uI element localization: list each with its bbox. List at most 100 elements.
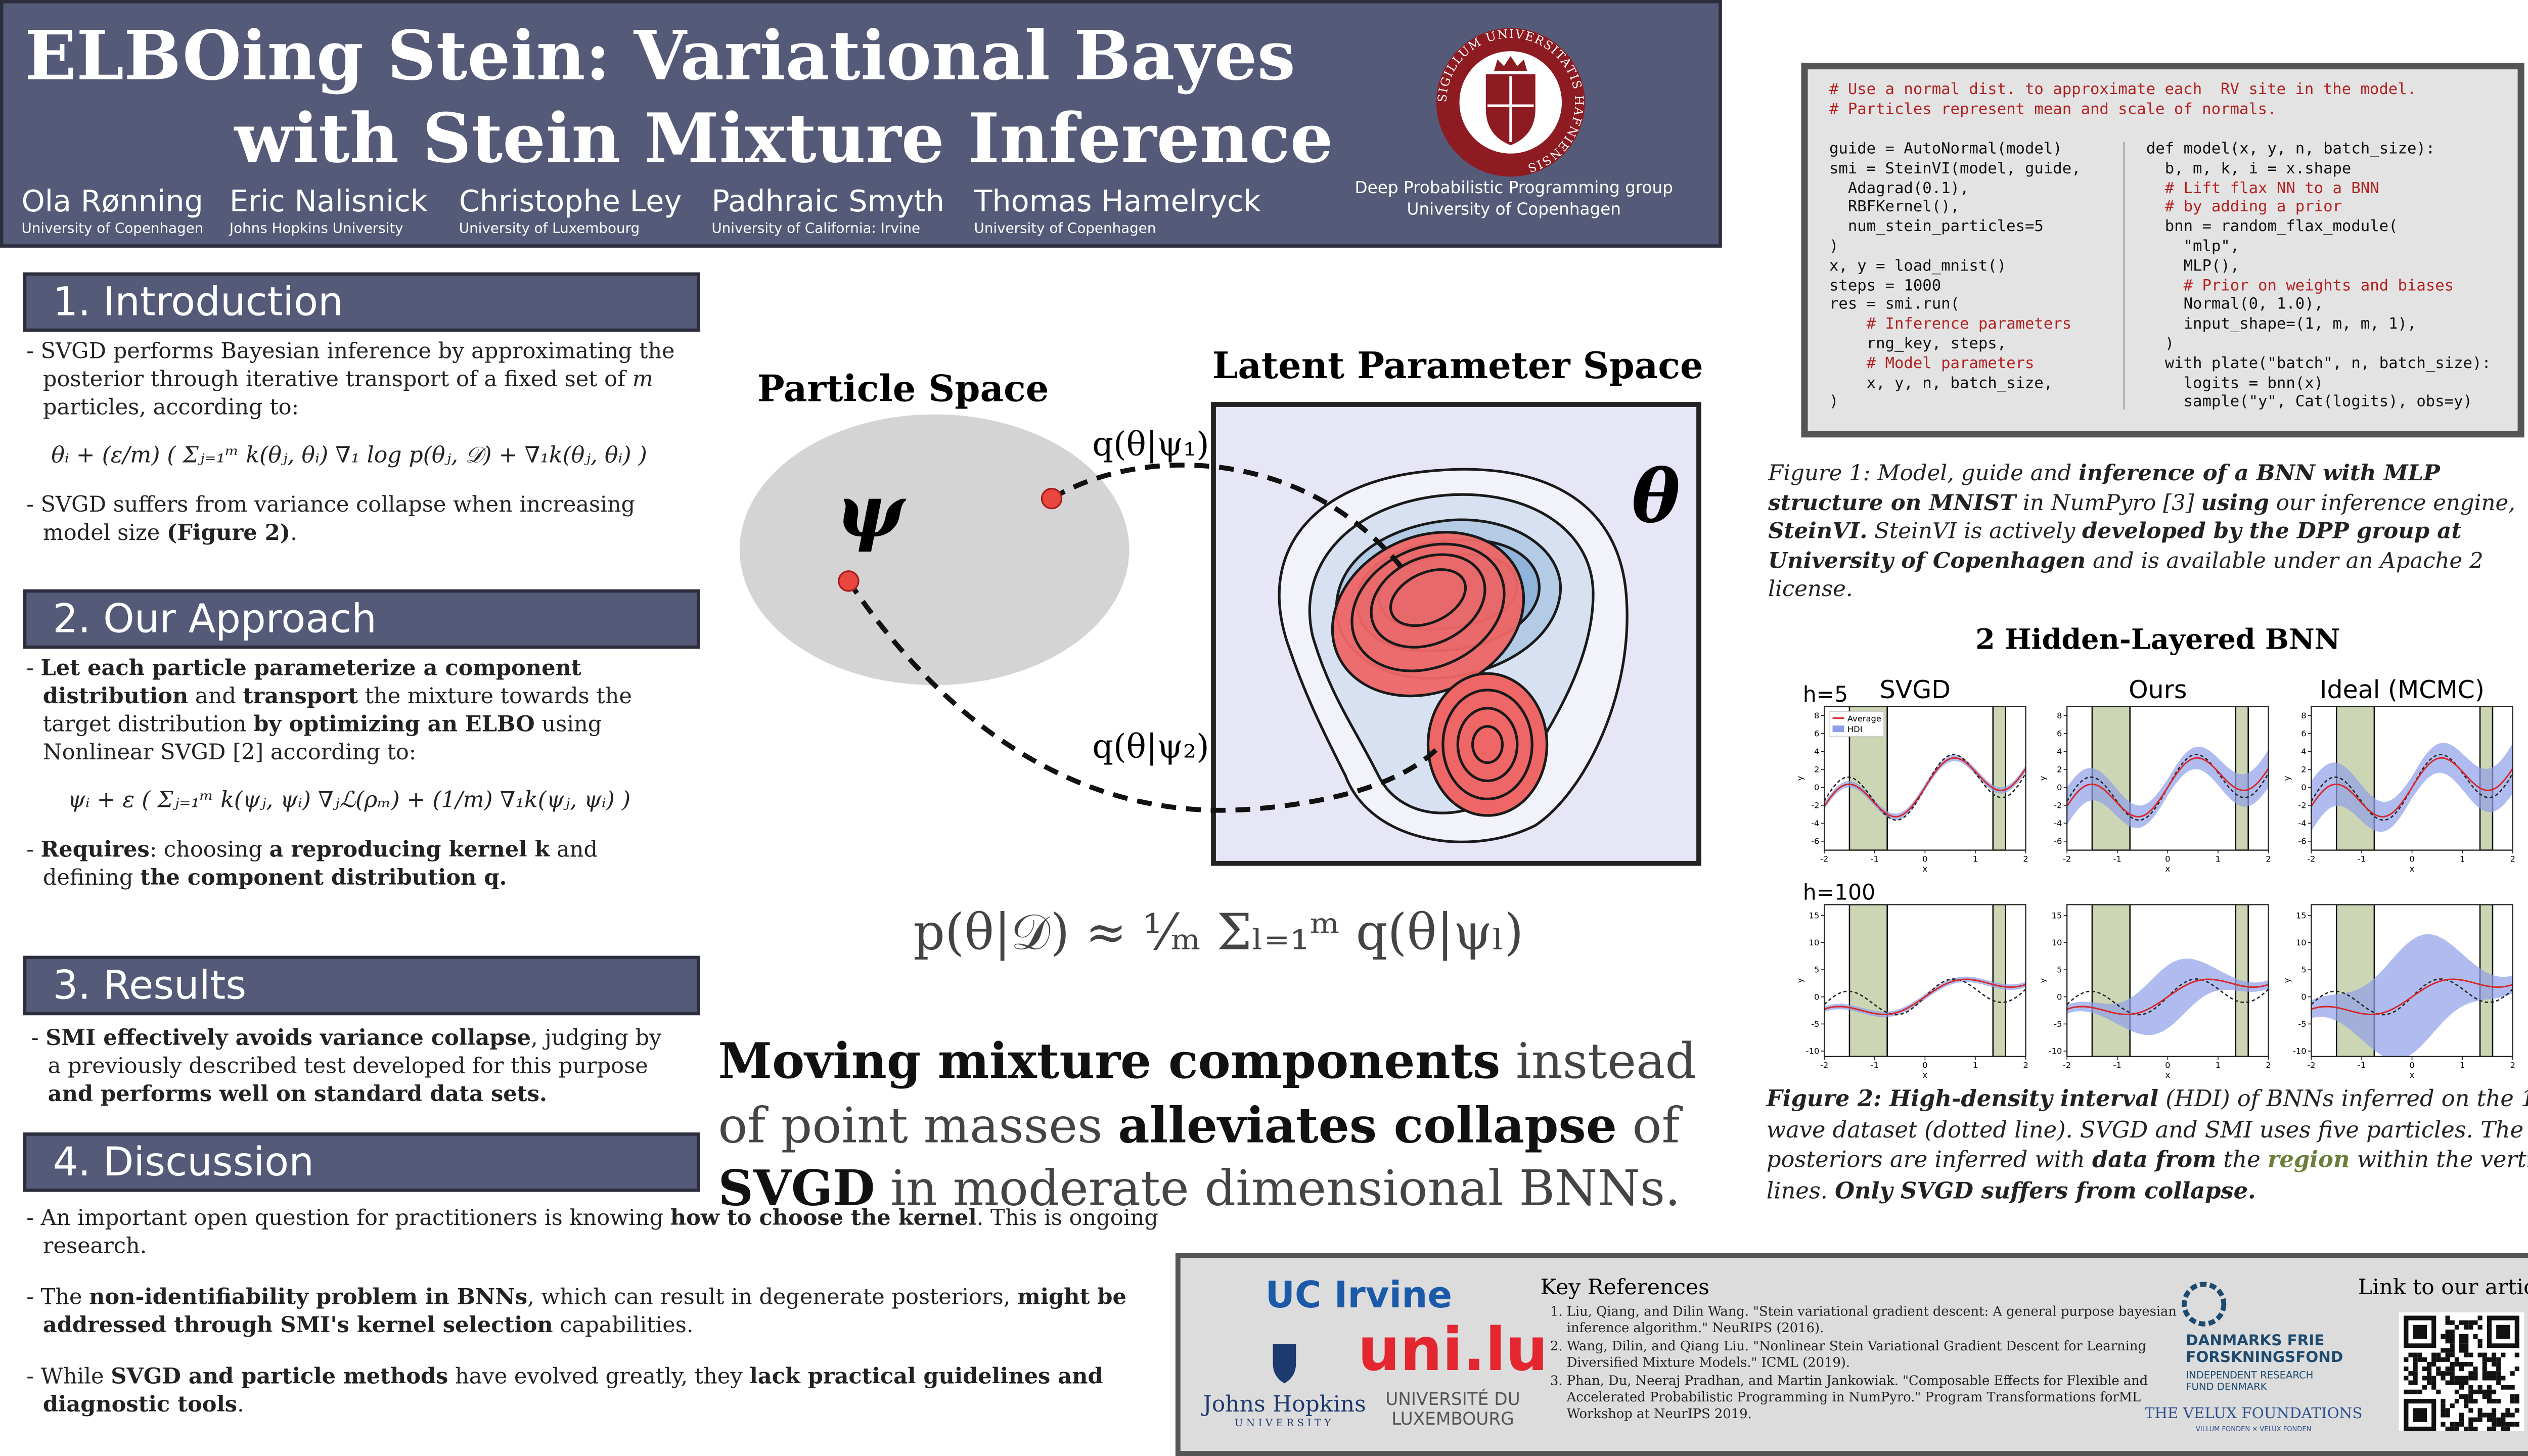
qr-cell: [2473, 1334, 2478, 1339]
y-tick-label: -4: [2298, 818, 2306, 828]
qr-cell: [2487, 1389, 2492, 1394]
text-run: within the vertical lines.: [1766, 1147, 2528, 1205]
code-line: guide = AutoNormal(model): [1829, 140, 2062, 159]
qr-cell: [2491, 1376, 2497, 1381]
y-axis-label: y: [2038, 776, 2048, 781]
text-run: of: [1617, 1097, 1680, 1153]
x-axis-label: x: [2165, 1070, 2171, 1080]
red-component: [1426, 672, 1549, 817]
bold-text: Moving mixture components: [718, 1031, 1501, 1090]
x-tick-label: -2: [2307, 854, 2315, 863]
qr-cell: [2417, 1389, 2422, 1394]
jhu-shield: [1273, 1343, 1296, 1384]
data-region: [1848, 904, 1888, 1057]
y-tick-label: 8: [2301, 711, 2306, 720]
plot-area: [1824, 706, 2026, 850]
qr-cell: [2487, 1371, 2492, 1376]
x-tick-label: 0: [2165, 1061, 2170, 1070]
qr-cell: [2417, 1357, 2422, 1362]
qr-cell: [2431, 1352, 2436, 1357]
code-line: steps = 1000: [1829, 277, 1942, 295]
qr-cell: [2450, 1320, 2455, 1325]
x-tick-label: 0: [1922, 854, 1927, 863]
row-label: h=100: [1803, 881, 1875, 905]
bold-text: Let each particle parameterize a compone…: [40, 657, 581, 710]
x-tick-label: 1: [2216, 1061, 2221, 1070]
qr-cell: [2464, 1343, 2469, 1348]
qr-cell: [2510, 1399, 2515, 1404]
code-box: # Use a normal dist. to approximate each…: [1801, 63, 2524, 438]
average-curve: [2067, 757, 2269, 817]
y-axis-label: y: [1795, 776, 1805, 781]
qr-cell: [2477, 1315, 2482, 1321]
hdi-band: [2311, 934, 2513, 1057]
average-curve: [1824, 978, 2026, 1015]
qr-cell: [2501, 1376, 2506, 1381]
y-tick-label: 15: [1809, 911, 1820, 920]
author-affiliation: University of California: Irvine: [711, 221, 921, 238]
qr-cell: [2459, 1339, 2464, 1344]
qr-cell: [2445, 1329, 2450, 1335]
qr-cell: [2491, 1422, 2497, 1427]
text-run: and is available under an Apache 2 licen…: [1768, 549, 2484, 604]
section-body: - Let each particle parameterize a compo…: [23, 655, 675, 893]
author-name: Christophe Ley: [459, 185, 682, 220]
red-component: [1471, 725, 1504, 764]
qr-cell: [2436, 1367, 2441, 1372]
qr-cell: [2445, 1320, 2450, 1325]
references: Liu, Qiang, and Dilin Wang. "Stein varia…: [1544, 1304, 2178, 1425]
text-run: using Nonlinear SVGD [2] according to:: [42, 713, 602, 766]
y-tick-label: 15: [2052, 911, 2062, 920]
qr-cell: [2473, 1371, 2478, 1376]
qr-cell: [2404, 1389, 2409, 1394]
bold-text: data from: [2092, 1147, 2217, 1174]
qr-finder-core: [2413, 1408, 2427, 1422]
bold-text: Figure 2: High-density interval: [1766, 1086, 2159, 1113]
qr-cell: [2468, 1371, 2473, 1376]
y-tick-label: 2: [1814, 764, 1819, 774]
qr-cell: [2487, 1376, 2492, 1381]
qr-cell: [2417, 1352, 2422, 1357]
y-axis-label: y: [2282, 978, 2292, 983]
qr-cell: [2496, 1361, 2501, 1367]
data-region: [1992, 706, 2007, 850]
qr-cell: [2477, 1413, 2482, 1418]
x-tick-label: -1: [2113, 1061, 2121, 1070]
qr-cell: [2441, 1357, 2446, 1362]
text-run: capabilities.: [553, 1314, 694, 1339]
bullet-item: - SMI effectively avoids variance collap…: [31, 1025, 675, 1110]
group-line: Deep Probabilistic Programming group: [1355, 179, 1673, 198]
qr-cell: [2482, 1367, 2487, 1372]
code-line: Normal(0, 1.0),: [2146, 296, 2324, 314]
qr-cell: [2459, 1376, 2464, 1381]
qr-cell: [2431, 1357, 2436, 1362]
code-left: guide = AutoNormal(model) smi = SteinVI(m…: [1829, 141, 2081, 413]
x-tick-label: -2: [1820, 1061, 1828, 1070]
qr-cell: [2445, 1334, 2450, 1339]
qr-cell: [2450, 1376, 2455, 1381]
x-tick-label: -1: [1871, 854, 1879, 863]
qr-cell: [2445, 1315, 2450, 1321]
qr-finder: [2404, 1315, 2436, 1348]
qr-cell: [2404, 1376, 2409, 1381]
plot-area: [2067, 706, 2269, 850]
qr-cell: [2473, 1417, 2478, 1422]
qr-cell: [2408, 1371, 2413, 1376]
qr-cell: [2459, 1367, 2464, 1372]
qr-cell: [2473, 1376, 2478, 1381]
figure-2-caption: Figure 2: High-density interval (HDI) of…: [1767, 1084, 2528, 1207]
author-affiliation: University of Luxembourg: [459, 221, 640, 238]
y-tick-label: -4: [2054, 818, 2062, 828]
qr-cell: [2468, 1394, 2473, 1399]
qr-finder: [2487, 1315, 2519, 1348]
qr-cell: [2445, 1426, 2450, 1432]
x-tick-label: 2: [2266, 1061, 2271, 1070]
code-line: num_stein_particles=5: [1829, 218, 2044, 237]
qr-cell: [2491, 1352, 2497, 1357]
qr-cell: [2459, 1320, 2464, 1325]
qr-cell: [2510, 1394, 2515, 1399]
x-tick-label: 2: [2510, 1061, 2515, 1070]
particle: [838, 570, 860, 592]
section-heading: 3. Results: [23, 956, 700, 1016]
